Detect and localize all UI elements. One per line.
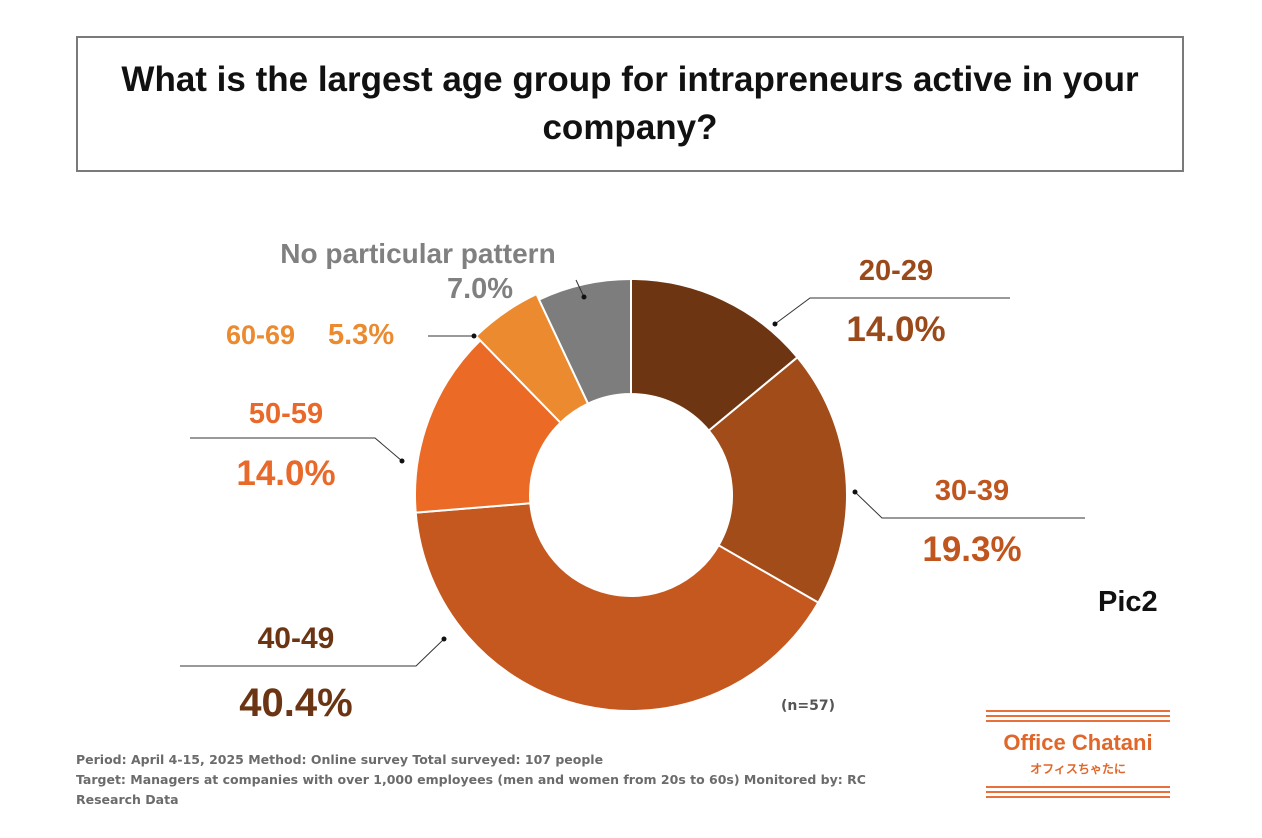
logo-top-lines	[986, 710, 1170, 725]
footer-notes: Period: April 4-15, 2025 Method: Online …	[76, 750, 976, 810]
office-chatani-logo: Office Chatani オフィスちゃたに	[986, 704, 1170, 804]
chart-title: What is the largest age group for intrap…	[121, 60, 1139, 147]
label-60-69: 60-69	[226, 320, 295, 350]
value-50-59: 14.0%	[236, 454, 335, 493]
leader-line-20-29	[774, 297, 1010, 325]
value-20-29: 14.0%	[846, 310, 945, 349]
title-box: What is the largest age group for intrap…	[76, 36, 1184, 172]
label-30-39: 30-39	[935, 475, 1009, 507]
slices-layer	[414, 277, 848, 712]
logo-bottom-lines	[986, 786, 1170, 801]
leader-dot-50-59	[399, 458, 405, 464]
value-60-69: 5.3%	[328, 319, 394, 351]
value-40-49: 40.4%	[239, 681, 352, 725]
slice-20-29	[630, 277, 799, 433]
label-20-29: 20-29	[859, 255, 933, 287]
label-50-59: 50-59	[249, 398, 323, 430]
leader-line-40-49	[180, 638, 445, 667]
leader-dot-30-39	[852, 489, 858, 495]
leader-line-no-pattern	[575, 279, 585, 298]
slice-30-39	[707, 355, 848, 604]
slice-no-particular-pattern	[537, 277, 632, 405]
leader-dot-no-pattern	[581, 294, 587, 300]
pic-label: Pic2	[1098, 586, 1158, 618]
n-label: (n=57)	[781, 698, 835, 714]
leader-line-30-39	[854, 491, 1085, 519]
label-40-49: 40-49	[258, 622, 335, 655]
footer-line-2: Target: Managers at companies with over …	[76, 772, 866, 787]
leader-line-50-59	[190, 437, 403, 462]
value-no-pattern: 7.0%	[447, 273, 513, 305]
value-30-39: 19.3%	[922, 530, 1021, 569]
leader-dot-40-49	[441, 636, 447, 642]
logo-name-jp: オフィスちゃたに	[1030, 762, 1126, 776]
label-no-pattern: No particular pattern	[280, 238, 555, 269]
logo-name: Office Chatani	[1003, 730, 1153, 755]
leader-dot-60-69	[471, 333, 477, 339]
slice-50-59	[414, 338, 562, 514]
footer-line-3: Research Data	[76, 792, 179, 807]
leader-dot-20-29	[772, 321, 778, 327]
footer-line-1: Period: April 4-15, 2025 Method: Online …	[76, 752, 604, 767]
slice-40-49	[414, 502, 820, 712]
